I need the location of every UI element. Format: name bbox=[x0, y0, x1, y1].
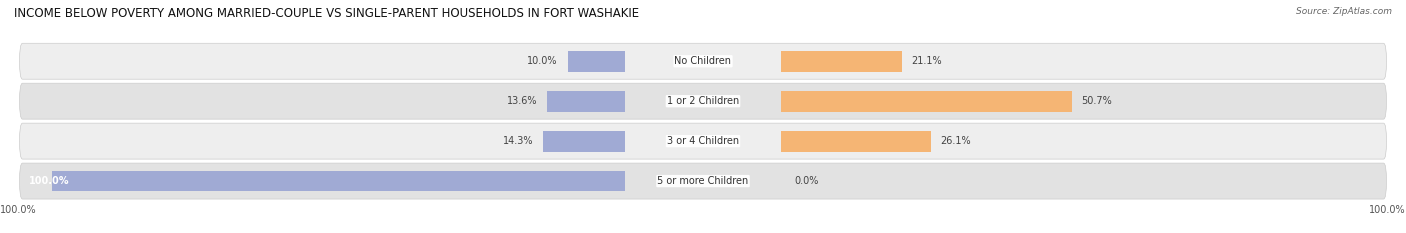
Bar bbox=[782, 91, 1071, 112]
Text: 3 or 4 Children: 3 or 4 Children bbox=[666, 136, 740, 146]
Text: 26.1%: 26.1% bbox=[941, 136, 972, 146]
Text: 21.1%: 21.1% bbox=[911, 56, 942, 66]
Text: 0.0%: 0.0% bbox=[794, 176, 818, 186]
Text: 5 or more Children: 5 or more Children bbox=[658, 176, 748, 186]
Text: No Children: No Children bbox=[675, 56, 731, 66]
FancyBboxPatch shape bbox=[20, 43, 1386, 79]
FancyBboxPatch shape bbox=[20, 123, 1386, 159]
FancyBboxPatch shape bbox=[20, 163, 1386, 199]
Text: 100.0%: 100.0% bbox=[0, 205, 37, 215]
Bar bbox=[782, 51, 903, 72]
Text: 10.0%: 10.0% bbox=[527, 56, 558, 66]
Bar bbox=[543, 131, 624, 151]
Text: 13.6%: 13.6% bbox=[506, 96, 537, 106]
Text: 14.3%: 14.3% bbox=[503, 136, 533, 146]
Text: INCOME BELOW POVERTY AMONG MARRIED-COUPLE VS SINGLE-PARENT HOUSEHOLDS IN FORT WA: INCOME BELOW POVERTY AMONG MARRIED-COUPL… bbox=[14, 7, 640, 20]
Text: Source: ZipAtlas.com: Source: ZipAtlas.com bbox=[1296, 7, 1392, 16]
FancyBboxPatch shape bbox=[20, 83, 1386, 119]
Text: 50.7%: 50.7% bbox=[1081, 96, 1112, 106]
Bar bbox=[52, 171, 624, 192]
Text: 100.0%: 100.0% bbox=[1369, 205, 1406, 215]
Text: 100.0%: 100.0% bbox=[30, 176, 70, 186]
Bar bbox=[568, 51, 624, 72]
Bar bbox=[547, 91, 624, 112]
Bar bbox=[782, 131, 931, 151]
Text: 1 or 2 Children: 1 or 2 Children bbox=[666, 96, 740, 106]
